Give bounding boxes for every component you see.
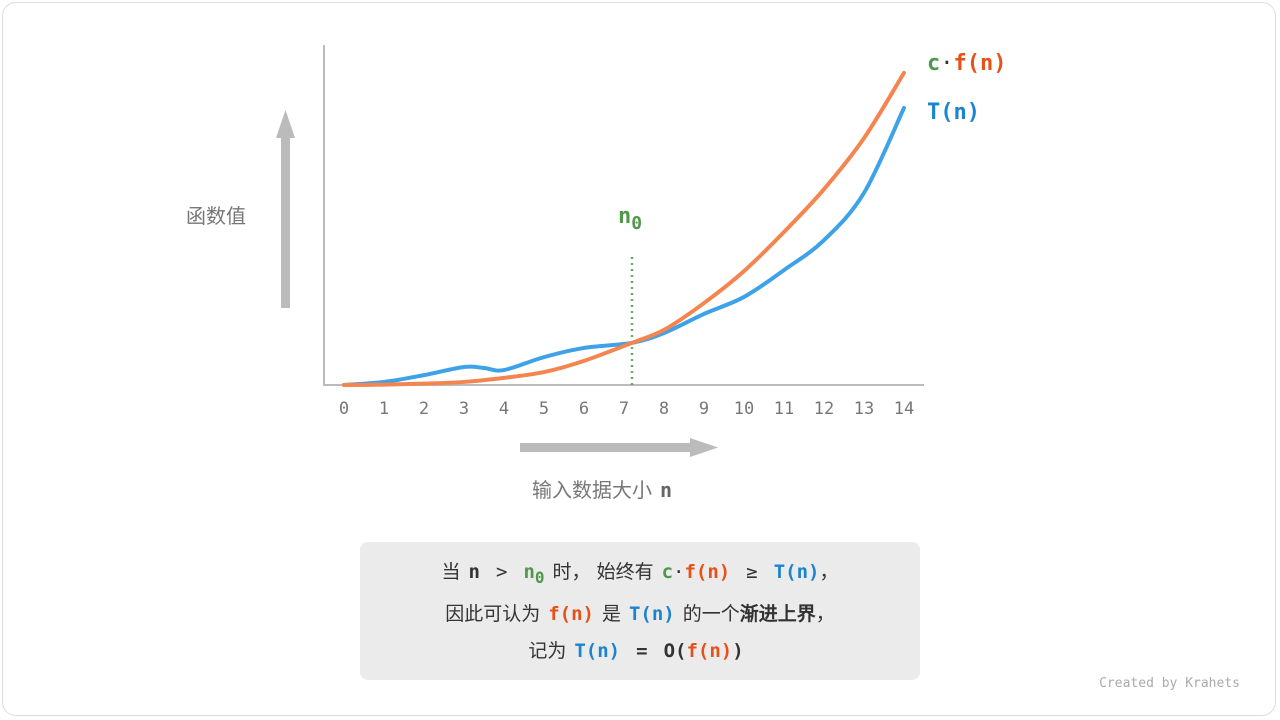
x-axis-label: 输入数据大小 n — [532, 474, 672, 503]
t: 是 — [601, 602, 621, 625]
note-line-3: 记为 T(n) = O(f(n)) — [360, 633, 920, 670]
x-axis-label-text: 输入数据大小 — [532, 478, 652, 502]
x-tick-label: 10 — [734, 399, 754, 419]
explanation-box: 当 n > n0 时， 始终有 c·f(n) ≥ T(n)， 因此可认为 f(n) 是 T(n) 的一… — [360, 542, 920, 680]
n0-label: n0 — [618, 204, 642, 234]
x-tick-label: 11 — [774, 399, 794, 419]
t: T(n) — [773, 561, 820, 583]
t: T(n) — [628, 602, 675, 625]
t: ) — [732, 639, 744, 662]
t: ≥ — [746, 561, 758, 583]
legend-c: c — [927, 51, 941, 76]
credit: Created by Krahets — [1099, 676, 1240, 691]
note-line-1: 当 n > n0 时， 始终有 c·f(n) ≥ T(n)， — [360, 554, 920, 596]
series-line-cfn — [342, 70, 906, 387]
series-line-tn — [342, 105, 906, 387]
legend-cfn: c·f(n) — [927, 51, 1006, 76]
x-tick-label: 0 — [339, 399, 349, 419]
x-tick-label: 5 — [539, 399, 549, 419]
n0-label-n: n — [618, 204, 632, 229]
t: c — [661, 561, 674, 583]
x-tick-label: 14 — [894, 399, 914, 419]
x-arrow-icon — [520, 438, 718, 457]
x-axis-var: n — [660, 478, 673, 502]
x-tick-label: 8 — [659, 399, 669, 419]
t: T(n) — [574, 639, 621, 662]
t: ， — [819, 561, 839, 583]
n0-label-sub: 0 — [631, 213, 643, 234]
t: > — [495, 561, 508, 583]
legend-f: f(n) — [953, 51, 1007, 76]
t: f(n) — [548, 602, 594, 625]
x-tick-label: 4 — [499, 399, 509, 419]
x-tick-label: 9 — [699, 399, 709, 419]
y-arrow-icon — [276, 110, 295, 308]
x-tick-label: 1 — [379, 399, 389, 419]
legend-dot: · — [940, 51, 954, 76]
t: 当 — [441, 561, 461, 583]
t: = — [636, 639, 648, 662]
t: n — [468, 561, 480, 583]
legend-tn: T(n) — [927, 100, 980, 125]
note-line-2: 因此可认为 f(n) 是 T(n) 的一个渐进上界， — [360, 596, 920, 633]
x-tick-label: 2 — [419, 399, 429, 419]
y-axis-label: 函数值 — [186, 204, 246, 228]
t: 的一个 — [682, 602, 740, 625]
t: 0 — [534, 567, 545, 587]
t: · — [673, 561, 685, 583]
x-tick-label: 3 — [459, 399, 469, 419]
t: n — [523, 561, 535, 583]
t: 因此可认为 — [445, 602, 541, 625]
t: 记为 — [528, 639, 567, 662]
x-tick-label: 7 — [619, 399, 629, 419]
t: 渐进上界 — [739, 602, 816, 625]
t: O( — [663, 639, 687, 662]
x-tick-label: 12 — [814, 399, 834, 419]
t: f(n) — [686, 639, 733, 662]
x-tick-label: 13 — [854, 399, 874, 419]
x-tick-label: 6 — [579, 399, 589, 419]
t: ， — [815, 602, 835, 625]
t: f(n) — [684, 561, 731, 583]
t: 时， 始终有 — [552, 561, 654, 583]
